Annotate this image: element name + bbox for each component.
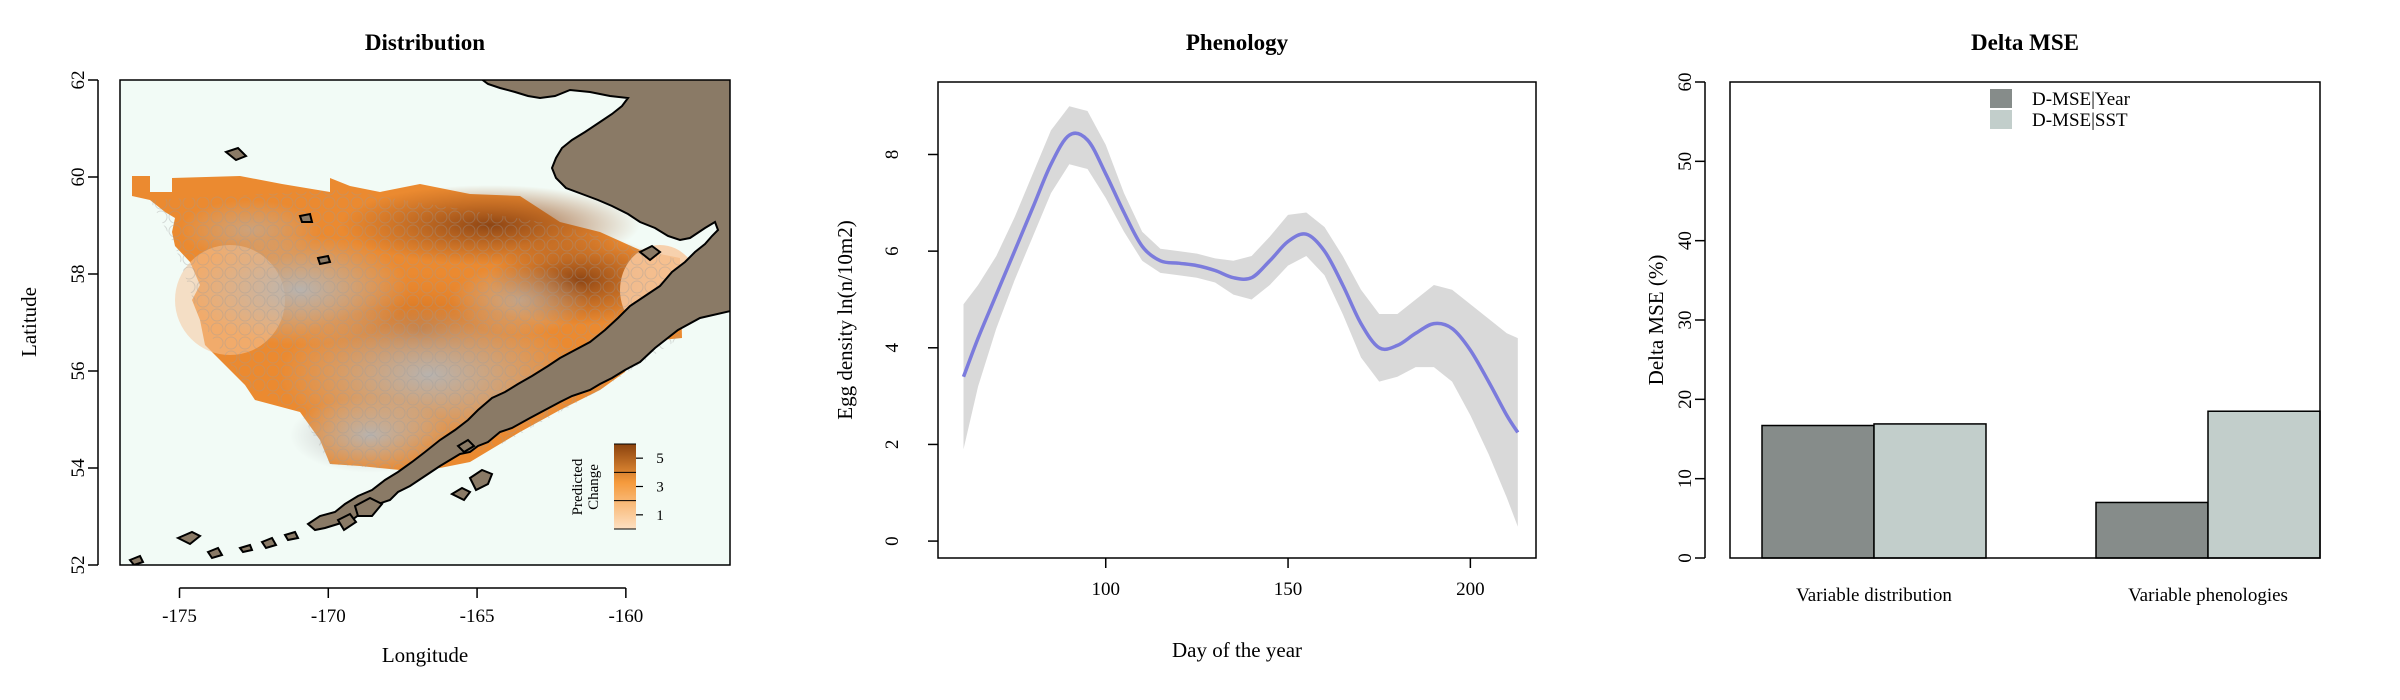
delta-mse-y-axis: 0 10 20 30 40 50 60	[1675, 73, 1706, 563]
phenology-frame	[937, 81, 1537, 559]
bar-year	[1761, 424, 1875, 559]
legend-tick-label: 5	[656, 451, 664, 467]
legend-tick-label: 3	[656, 480, 664, 496]
y-tick-label: 0	[882, 536, 903, 546]
bar-year	[2095, 501, 2209, 559]
phenology-panel: Phenology 100 150 200 0 2 4 6 8 Day of the yea…	[833, 30, 1537, 662]
delta-mse-frame	[1729, 81, 2321, 559]
distribution-panel: Distribution	[17, 30, 731, 667]
island	[128, 554, 145, 565]
y-tick-label: 0	[1675, 553, 1696, 563]
island	[206, 546, 224, 560]
x-tick-label: -160	[608, 606, 643, 627]
y-tick-label: 30	[1675, 311, 1696, 330]
island	[298, 212, 314, 223]
distribution-map: 1 3 5 Predicted Change	[120, 80, 730, 565]
y-tick-label: 8	[882, 150, 903, 160]
land	[128, 80, 730, 565]
y-tick-label: 60	[68, 168, 89, 187]
legend-label: D-MSE|SST	[2032, 110, 2128, 131]
island	[456, 438, 476, 454]
map-legend: 1 3 5 Predicted Change	[570, 443, 664, 530]
legend-ticks: 1 3 5	[614, 443, 664, 530]
island	[238, 543, 254, 554]
y-tick-label: 52	[68, 556, 89, 575]
x-tick-label: -165	[460, 606, 495, 627]
island	[223, 146, 248, 162]
x-tick-label: 150	[1274, 579, 1303, 600]
legend-color-bar	[614, 444, 636, 529]
y-tick-label: 20	[1675, 390, 1696, 409]
bar-sst	[1873, 423, 1987, 559]
island	[336, 512, 358, 532]
distribution-title: Distribution	[365, 30, 485, 55]
island	[316, 254, 332, 266]
confidence-band	[963, 106, 1518, 527]
x-tick-label: -170	[311, 606, 346, 627]
distribution-y-axis: 52 54 56 58 60 62	[68, 71, 99, 575]
delta-mse-title: Delta MSE	[1971, 30, 2079, 55]
alaska-mainland	[306, 80, 730, 532]
delta-mse-bars	[1761, 410, 2321, 559]
y-tick-label: 56	[68, 362, 89, 381]
y-tick-label: 62	[68, 71, 89, 90]
phenology-x-axis: 100 150 200	[1091, 558, 1485, 600]
legend-title-line-1: Predicted	[570, 458, 586, 515]
island	[175, 530, 202, 546]
legend-swatch	[1990, 89, 2012, 108]
distribution-x-axis: -175 -170 -165 -160	[162, 587, 643, 627]
bar-sst	[2207, 410, 2321, 559]
y-tick-label: 58	[68, 265, 89, 284]
phenology-ylabel: Egg density ln(n/10m2)	[833, 220, 857, 419]
x-tick-label: 100	[1091, 579, 1120, 600]
distribution-xlabel: Longitude	[382, 643, 468, 667]
island	[468, 468, 494, 492]
category-label: Variable phenologies	[2128, 585, 2288, 606]
delta-mse-ylabel: Delta MSE (%)	[1644, 255, 1668, 386]
legend-tick-label: 1	[656, 508, 664, 524]
island	[353, 496, 384, 517]
phenology-xlabel: Day of the year	[1172, 638, 1302, 662]
legend-label: D-MSE|Year	[2032, 89, 2131, 110]
phenology-y-axis: 0 2 4 6 8	[882, 150, 938, 546]
distribution-ylabel: Latitude	[17, 287, 41, 357]
x-tick-label: 200	[1456, 579, 1485, 600]
island	[260, 536, 278, 550]
y-tick-label: 40	[1675, 231, 1696, 250]
island	[638, 244, 662, 262]
island	[283, 530, 300, 542]
y-tick-label: 50	[1675, 152, 1696, 171]
y-tick-label: 54	[68, 458, 89, 478]
distribution-frame	[119, 79, 731, 566]
legend-title-line-2: Change	[586, 464, 602, 510]
y-tick-label: 10	[1675, 469, 1696, 488]
category-label: Variable distribution	[1796, 585, 1952, 606]
delta-mse-panel: Delta MSE 0 10 20 30 40 50 60 Variable distrib…	[1644, 30, 2321, 606]
x-tick-label: -175	[162, 606, 197, 627]
phenology-title: Phenology	[1186, 30, 1289, 55]
y-tick-label: 2	[882, 440, 903, 450]
delta-mse-category-labels: Variable distribution Variable phenologie…	[1796, 585, 2288, 606]
y-tick-label: 60	[1675, 73, 1696, 92]
y-tick-label: 6	[882, 246, 903, 256]
phenology-line	[961, 131, 1520, 434]
island	[449, 486, 472, 502]
legend-swatch	[1990, 110, 2012, 129]
y-tick-label: 4	[882, 343, 903, 353]
